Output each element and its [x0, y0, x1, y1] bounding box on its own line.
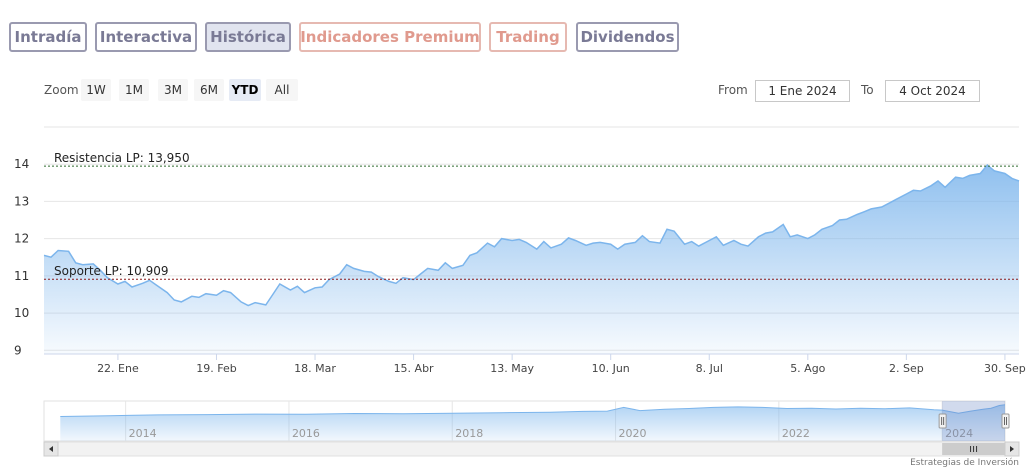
range-to-label: To [861, 83, 874, 97]
y-tick-label: 10 [14, 306, 29, 320]
zoom-button-6m[interactable]: 6M [194, 79, 224, 101]
tab-trading[interactable]: Trading [489, 22, 567, 52]
x-tick-label: 15. Abr [394, 362, 434, 375]
resistance-label: Resistencia LP: 13,950 [54, 151, 190, 165]
navigator-year-label: 2016 [292, 427, 320, 440]
x-tick-label: 13. May [490, 362, 534, 375]
navigator-year-label: 2014 [129, 427, 157, 440]
tab-dividendos[interactable]: Dividendos [576, 22, 679, 52]
x-tick-label: 10. Jun [592, 362, 630, 375]
x-tick-label: 8. Jul [696, 362, 723, 375]
y-tick-label: 11 [14, 269, 29, 283]
zoom-label: Zoom [44, 83, 79, 97]
x-tick-label: 2. Sep [889, 362, 924, 375]
navigator-line [60, 404, 1006, 417]
navigator-year-label: 2020 [619, 427, 647, 440]
y-tick-label: 14 [14, 157, 29, 171]
navigator-scrollbar-track[interactable] [43, 441, 1006, 457]
zoom-button-ytd[interactable]: YTD [229, 79, 261, 101]
navigator-handle-right[interactable] [1001, 413, 1010, 429]
tab-hist-rica[interactable]: Histórica [205, 22, 291, 52]
support-label: Soporte LP: 10,909 [54, 264, 169, 278]
x-tick-label: 18. Mar [294, 362, 336, 375]
range-to-input[interactable]: 4 Oct 2024 [885, 80, 980, 102]
range-from-label: From [718, 83, 748, 97]
navigator-year-label: 2022 [782, 427, 810, 440]
price-line [43, 163, 1020, 307]
x-tick-label: 19. Feb [196, 362, 236, 375]
y-tick-label: 13 [14, 194, 29, 208]
y-tick-label: 9 [14, 343, 22, 357]
navigator-area [60, 404, 1006, 441]
navigator-year-label: 2018 [455, 427, 483, 440]
zoom-button-1w[interactable]: 1W [81, 79, 111, 101]
chart-credit: Estrategias de Inversión [910, 458, 1019, 468]
navigator-year-label: 2024 [945, 427, 973, 440]
x-tick-label: 22. Ene [97, 362, 139, 375]
navigator-selection[interactable] [942, 401, 1005, 441]
tab-intrad-a[interactable]: Intradía [9, 22, 87, 52]
x-tick-label: 30. Sep [984, 362, 1026, 375]
zoom-button-3m[interactable]: 3M [158, 79, 188, 101]
zoom-button-1m[interactable]: 1M [119, 79, 149, 101]
tab-indicadores-premium[interactable]: Indicadores Premium [299, 22, 481, 52]
tab-interactiva[interactable]: Interactiva [95, 22, 197, 52]
zoom-button-all[interactable]: All [266, 79, 298, 101]
navigator-handle-left[interactable] [938, 413, 947, 429]
price-area [44, 165, 1019, 354]
y-tick-label: 12 [14, 232, 29, 246]
x-tick-label: 5. Ago [790, 362, 825, 375]
range-from-input[interactable]: 1 Ene 2024 [755, 80, 850, 102]
